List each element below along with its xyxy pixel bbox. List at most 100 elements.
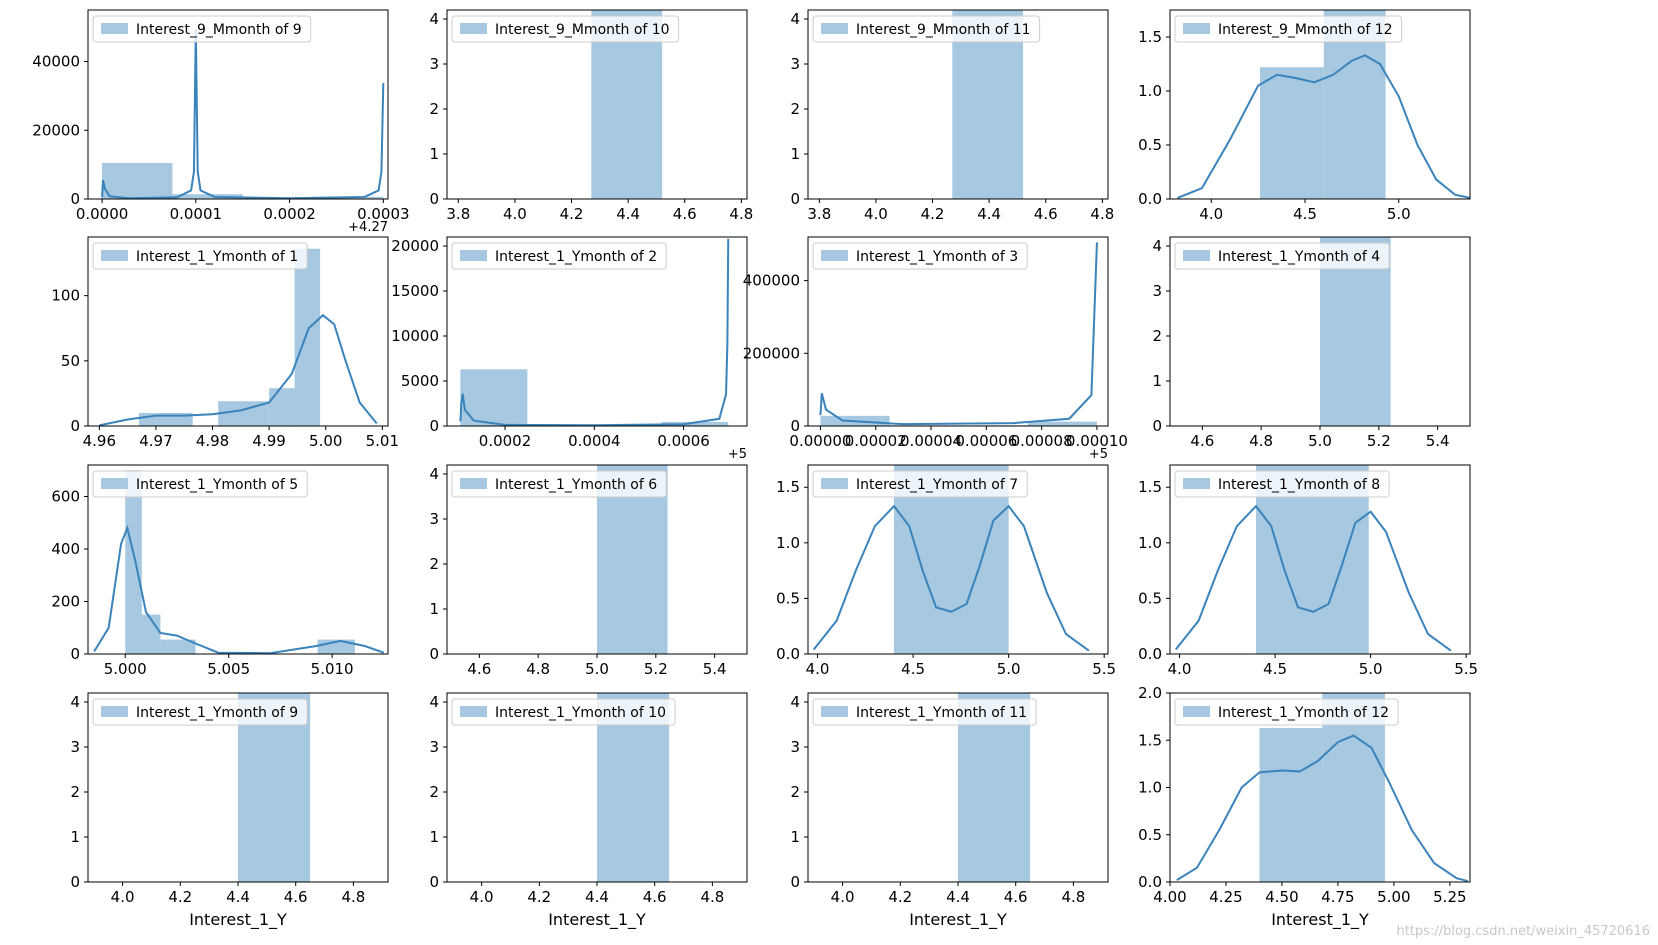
x-tick-label: 4.4	[585, 888, 609, 906]
legend-box	[812, 15, 1041, 43]
y-tick-label: 100	[51, 287, 80, 305]
legend-box	[92, 242, 308, 270]
y-tick-label: 3	[790, 738, 800, 756]
subplot-7: 0.000000.000020.000040.000060.000080.000…	[743, 236, 1128, 462]
y-tick-label: 400000	[743, 272, 800, 290]
y-tick-label: 1.0	[1138, 779, 1162, 797]
y-tick-label: 0	[70, 873, 80, 891]
kde-line	[99, 313, 378, 426]
legend: Interest_1_Ymonth of 1	[92, 242, 308, 270]
x-tick-label: 4.6	[643, 888, 667, 906]
y-tick-label: 0.0	[1138, 873, 1162, 891]
x-tick-label: 5.5	[1092, 660, 1116, 678]
x-tick-label: 0.00006	[955, 432, 1017, 450]
y-tick-label: 5000	[401, 372, 439, 390]
y-tick-label: 0	[70, 190, 80, 208]
subplot-3: 3.8 4.0 4.2 4.4 4.6 4.8 0 1 2 3 4 Interest_9_Mmonth…	[790, 9, 1114, 223]
x-tick-label: 4.6	[284, 888, 308, 906]
legend-swatch	[101, 23, 128, 34]
legend-box	[451, 15, 680, 43]
y-tick-label: 200	[51, 593, 80, 611]
legend: Interest_1_Ymonth of 9	[92, 698, 308, 726]
x-tick-label: 4.50	[1265, 888, 1298, 906]
subplot-9: 5.000 5.005 5.010 0 200 400 600 Interest_1_Ymon…	[51, 464, 389, 678]
x-tick-label: 4.8	[1061, 888, 1085, 906]
subplot-11: 4.0 4.5 5.0 5.5 0.0 0.5 1.0 1.5 Interest_1_Ymont…	[776, 464, 1116, 678]
y-tick-label: 0.5	[1138, 136, 1162, 154]
legend-swatch	[1183, 706, 1210, 717]
y-tick-label: 0.5	[1138, 826, 1162, 844]
histogram-bar	[661, 421, 729, 426]
y-tick-label: 4	[429, 693, 439, 711]
y-tick-label: 0	[429, 190, 439, 208]
axes-frame	[1169, 9, 1471, 200]
legend-box	[812, 698, 1037, 726]
y-tick-label: 3	[70, 738, 80, 756]
legend-label: Interest_1_Ymonth of 3	[856, 249, 1018, 265]
x-tick-label: 4.0	[864, 205, 888, 223]
legend-label: Interest_9_Mmonth of 11	[856, 22, 1031, 38]
histogram-bars	[102, 162, 384, 199]
legend-label: Interest_1_Ymonth of 12	[1218, 705, 1389, 721]
legend-swatch	[1183, 23, 1210, 34]
legend-box	[451, 698, 676, 726]
histogram-bars	[138, 248, 321, 426]
y-tick-label: 4	[70, 693, 80, 711]
legend-box	[451, 242, 667, 270]
kde-line	[1176, 734, 1469, 882]
x-tick-label: 4.4	[977, 205, 1001, 223]
x-tick-label: 5.00	[309, 432, 342, 450]
histogram-bars	[125, 470, 355, 654]
y-tick-label: 1.0	[776, 534, 800, 552]
legend-swatch	[460, 478, 487, 489]
subplot-13: 4.0 4.2 4.4 4.6 4.8 0 1 2 3 4 Interest_1_Y Interest…	[70, 692, 389, 930]
legend: Interest_9_Mmonth of 12	[1174, 15, 1403, 43]
x-tick-label: 4.5	[901, 660, 925, 678]
x-tick-label: 0.00002	[845, 432, 907, 450]
y-tick-label: 10000	[391, 327, 439, 345]
legend-label: Interest_1_Ymonth of 2	[495, 249, 657, 265]
legend: Interest_1_Ymonth of 8	[1174, 470, 1390, 498]
y-tick-label: 0.5	[776, 589, 800, 607]
y-tick-label: 2.0	[1138, 684, 1162, 702]
legend-label: Interest_1_Ymonth of 1	[136, 249, 298, 265]
legend-swatch	[821, 250, 848, 261]
axes-frame	[807, 464, 1109, 655]
x-offset-text: +5	[1089, 447, 1108, 462]
x-tick-label: 0.0004	[568, 432, 621, 450]
kde-line	[459, 238, 730, 426]
x-tick-label: 4.6	[1004, 888, 1028, 906]
subplot-12: 4.0 4.5 5.0 5.5 0.0 0.5 1.0 1.5 Interest_1_Ymont…	[1138, 464, 1478, 678]
y-tick-label: 0.0	[1138, 190, 1162, 208]
legend-box	[812, 470, 1028, 498]
x-tick-label: 5.005	[207, 660, 250, 678]
legend: Interest_1_Ymonth of 6	[451, 470, 667, 498]
x-tick-label: 5.0	[997, 660, 1021, 678]
y-tick-label: 4	[429, 465, 439, 483]
x-tick-label: 5.5	[1454, 660, 1478, 678]
legend-box	[92, 15, 312, 43]
y-tick-label: 0	[790, 190, 800, 208]
x-tick-label: 0.00008	[1011, 432, 1073, 450]
x-tick-label: 3.8	[446, 205, 470, 223]
subplot-6: 0.0002 0.0004 0.0006 0 5000 10000 15000 20000 +5…	[391, 236, 748, 462]
legend-swatch	[821, 478, 848, 489]
subplot-2: 3.8 4.0 4.2 4.4 4.6 4.8 0 1 2 3 4 Interest_9_Mmonth…	[429, 9, 753, 223]
legend-box	[92, 470, 308, 498]
y-tick-label: 20000	[391, 237, 439, 255]
legend-box	[451, 470, 667, 498]
x-tick-label: 0.0002	[479, 432, 532, 450]
y-tick-label: 50	[61, 352, 80, 370]
legend: Interest_9_Mmonth of 10	[451, 15, 680, 43]
x-tick-label: 5.00	[1377, 888, 1410, 906]
axes-frame	[87, 464, 389, 655]
legend-swatch	[460, 706, 487, 717]
legend-box	[1174, 242, 1390, 270]
x-tick-label: 5.4	[1426, 432, 1450, 450]
legend-box	[92, 698, 308, 726]
x-tick-label: 4.4	[226, 888, 250, 906]
legend: Interest_9_Mmonth of 11	[812, 15, 1041, 43]
kde-line	[819, 242, 1098, 426]
y-tick-label: 2	[429, 783, 439, 801]
